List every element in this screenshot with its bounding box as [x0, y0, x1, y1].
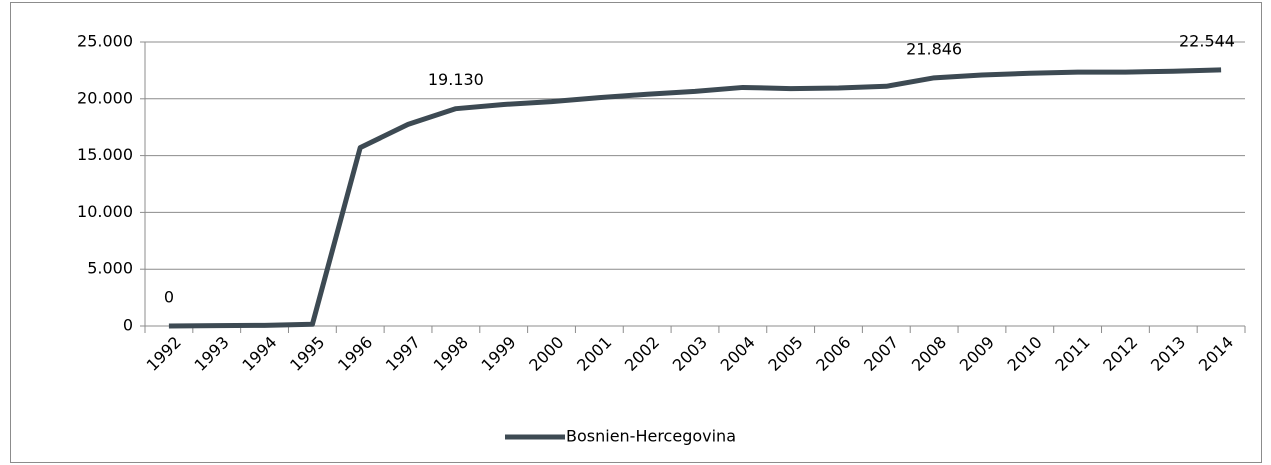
- chart-frame: [10, 2, 1262, 463]
- data-label: 22.544: [1179, 31, 1235, 50]
- legend-label: Bosnien-Hercegovina: [566, 427, 736, 446]
- data-label: 19.130: [428, 70, 484, 89]
- series-line: [168, 67, 1222, 329]
- y-tick-label: 20.000: [77, 88, 133, 107]
- y-tick-label: 5.000: [87, 259, 133, 278]
- y-tick-label: 0: [123, 316, 133, 335]
- data-label: 0: [164, 288, 174, 307]
- y-tick-label: 15.000: [77, 145, 133, 164]
- y-tick-label: 10.000: [77, 202, 133, 221]
- y-tick-label: 25.000: [77, 32, 133, 51]
- data-label: 21.846: [906, 39, 962, 58]
